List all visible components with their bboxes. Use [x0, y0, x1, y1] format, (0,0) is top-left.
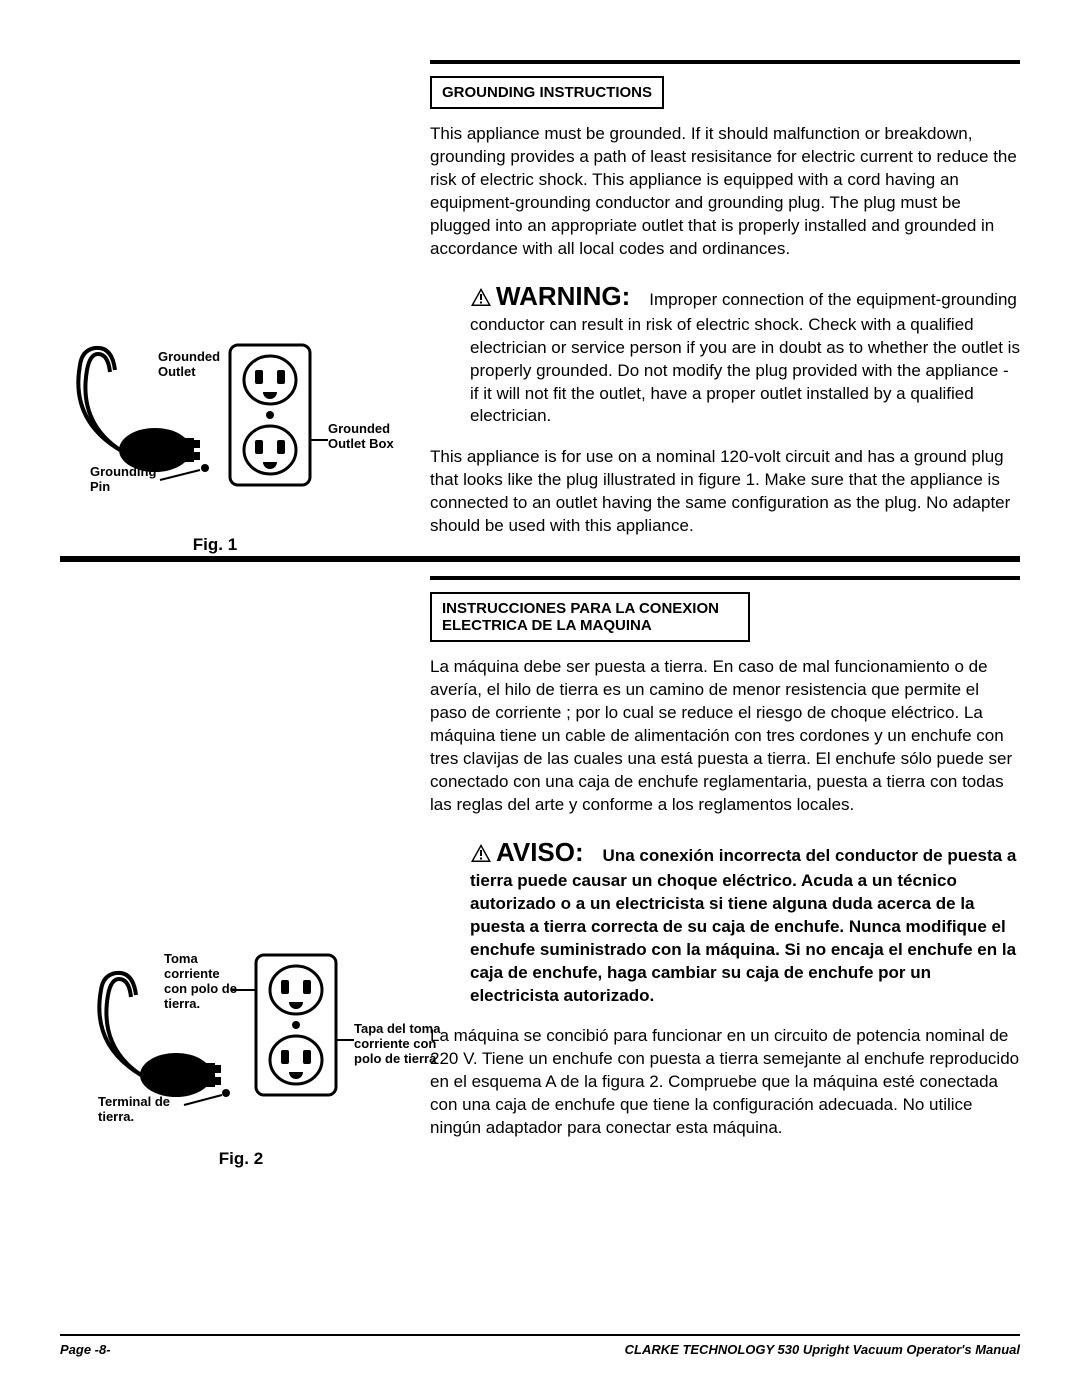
- fig1-label-pin: Grounding Pin: [90, 465, 165, 495]
- fig1-label-outlet: Grounded Outlet: [158, 350, 228, 380]
- warning-triangle-icon: [470, 287, 492, 314]
- fig2-label-pin: Terminal de tierra.: [98, 1095, 188, 1125]
- figure-2: Toma corriente con polo de tierra. Tapa …: [76, 940, 406, 1190]
- fig1-caption: Fig. 1: [60, 535, 370, 555]
- fig2-label-box: Tapa del toma corriente con polo de tier…: [354, 1022, 454, 1067]
- grounding-header-box: GROUNDING INSTRUCTIONS: [430, 76, 664, 109]
- fig1-label-box: Grounded Outlet Box: [328, 422, 398, 452]
- section1-p2: This appliance is for use on a nominal 1…: [430, 446, 1020, 538]
- section2-aviso: AVISO: Una conexión incorrecta del condu…: [470, 835, 1020, 1008]
- fig2-label-outlet: Toma corriente con polo de tierra.: [164, 952, 244, 1012]
- footer-title: CLARKE TECHNOLOGY 530 Upright Vacuum Ope…: [625, 1342, 1020, 1357]
- instrucciones-header-box: INSTRUCCIONES PARA LA CONEXION ELECTRICA…: [430, 592, 750, 642]
- grounding-header: GROUNDING INSTRUCTIONS: [442, 84, 652, 101]
- footer-page: Page -8-: [60, 1342, 111, 1357]
- section1-p1: This appliance must be grounded. If it s…: [430, 123, 1020, 261]
- warning-label: WARNING:: [496, 281, 630, 311]
- aviso-text: Una conexión incorrecta del conductor de…: [470, 846, 1016, 1005]
- section2-p1: La máquina debe ser puesta a tierra. En …: [430, 656, 1020, 817]
- section2-p2: La máquina se concibió para funcionar en…: [430, 1025, 1020, 1140]
- top-rule-2: [430, 576, 1020, 580]
- page-footer: Page -8- CLARKE TECHNOLOGY 530 Upright V…: [60, 1334, 1020, 1357]
- aviso-triangle-icon: [470, 843, 492, 870]
- instrucciones-header: INSTRUCCIONES PARA LA CONEXION ELECTRICA…: [442, 600, 719, 634]
- figure-1: Grounded Outlet Grounded Outlet Box Grou…: [60, 330, 370, 570]
- section1-warning: WARNING: Improper connection of the equi…: [470, 279, 1020, 429]
- aviso-label: AVISO:: [496, 837, 584, 867]
- fig2-caption: Fig. 2: [76, 1149, 406, 1169]
- top-rule-1: [430, 60, 1020, 64]
